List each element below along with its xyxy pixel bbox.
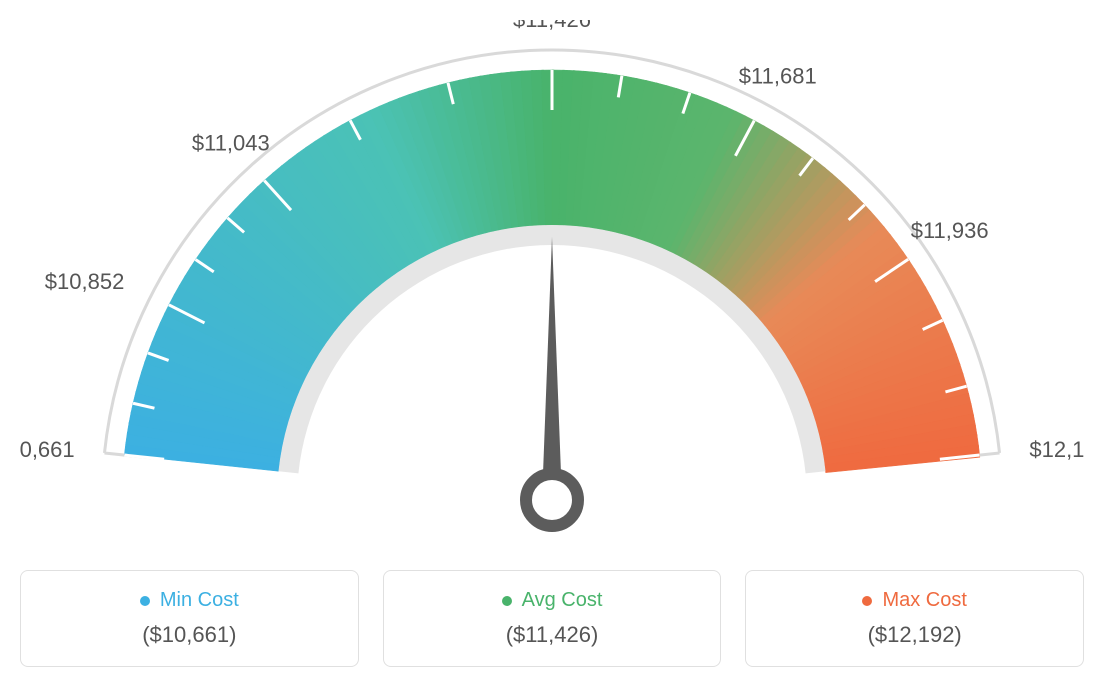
dot-min xyxy=(140,596,150,606)
cost-gauge: $10,661 $10,852 $11,043 $11,426 $11,681 $11,9… xyxy=(20,20,1084,560)
legend-label-max: Max Cost xyxy=(882,589,966,612)
gauge-tick-label: $11,426 xyxy=(513,20,591,32)
gauge-tick-label: $10,661 xyxy=(20,437,75,462)
gauge-tick-label: $12,192 xyxy=(1029,437,1084,462)
legend-label-avg: Avg Cost xyxy=(522,589,603,612)
legend-card-min: Min Cost ($10,661) xyxy=(20,570,359,667)
gauge-tick-label: $11,043 xyxy=(192,130,270,155)
legend-value-max: ($12,192) xyxy=(756,622,1073,648)
legend-value-min: ($10,661) xyxy=(31,622,348,648)
legend-card-avg: Avg Cost ($11,426) xyxy=(383,570,722,667)
legend-value-avg: ($11,426) xyxy=(394,622,711,648)
gauge-tick-label: $11,936 xyxy=(911,218,989,243)
gauge-tick-label: $10,852 xyxy=(45,269,125,294)
legend-row: Min Cost ($10,661) Avg Cost ($11,426) Ma… xyxy=(20,570,1084,667)
legend-card-max: Max Cost ($12,192) xyxy=(745,570,1084,667)
gauge-svg: $10,661 $10,852 $11,043 $11,426 $11,681 $11,9… xyxy=(20,20,1084,560)
dot-max xyxy=(862,596,872,606)
dot-avg xyxy=(502,596,512,606)
legend-label-min: Min Cost xyxy=(160,589,239,612)
gauge-tick-label: $11,681 xyxy=(739,63,817,88)
